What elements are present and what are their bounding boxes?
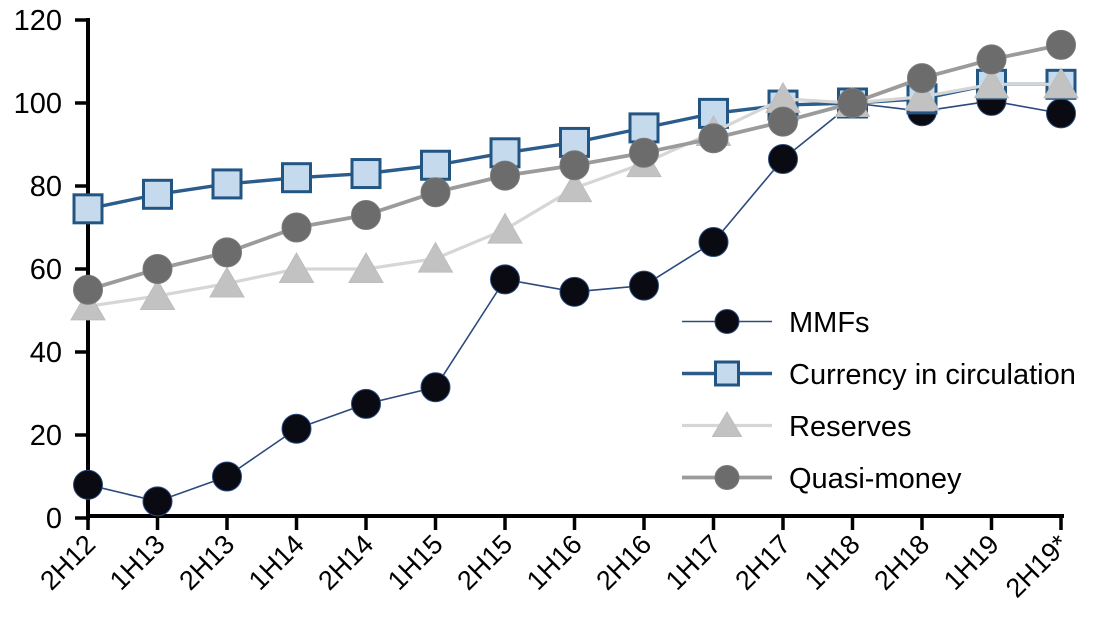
x-axis-tick-label: 1H14 — [243, 529, 310, 596]
series-reserves-marker — [70, 289, 106, 321]
series-quasi-money-marker — [212, 237, 242, 268]
legend-label-reserves: Reserves — [789, 411, 912, 443]
x-axis-tick-label: 2H12 — [34, 529, 101, 596]
series-quasi-money-marker — [351, 200, 381, 231]
reserves-line-marker-icon — [680, 408, 774, 448]
series-mmfs-marker — [142, 486, 173, 517]
series-mmfs-marker — [698, 227, 729, 258]
y-axis-tick-label: 100 — [14, 88, 62, 120]
series-reserves-marker — [139, 278, 176, 310]
legend-label-mmfs: MMFs — [789, 307, 870, 339]
series-quasi-money-marker — [698, 123, 729, 154]
series-quasi-money-marker — [837, 88, 868, 118]
y-axis-tick-label: 0 — [46, 503, 62, 535]
y-axis-tick-label: 80 — [30, 171, 62, 203]
y-axis-tick-label: 20 — [30, 420, 62, 452]
mmfs-line-marker-icon — [680, 304, 774, 344]
legend-item-reserves: Reserves — [680, 410, 1076, 445]
series-currency-in-circulation-marker — [420, 149, 451, 181]
series-reserves-marker — [278, 251, 315, 283]
x-axis-tick-label: 1H19 — [938, 529, 1005, 596]
y-axis-tick-label: 40 — [30, 337, 62, 369]
series-mmfs-marker — [629, 270, 659, 301]
series-quasi-money-marker — [490, 160, 520, 191]
series-mmfs-marker — [212, 461, 242, 492]
series-quasi-money-marker — [629, 137, 659, 168]
x-axis-tick-label: 1H15 — [382, 529, 449, 596]
series-reserves-marker — [1043, 67, 1079, 99]
series-quasi-money-marker — [907, 63, 937, 94]
series-currency-in-circulation-marker — [281, 162, 312, 194]
x-axis-tick-label: 2H17 — [729, 529, 796, 596]
legend-marker — [714, 308, 740, 334]
legend-item-quasi-money: Quasi-money — [680, 462, 1076, 497]
legend-label-currency-in-circulation: Currency in circulation — [789, 359, 1076, 391]
series-mmfs-marker — [559, 276, 590, 307]
series-reserves-marker — [417, 241, 454, 273]
series-reserves-marker — [904, 79, 940, 111]
series-quasi-money-marker — [420, 177, 451, 208]
series-quasi-money-marker — [976, 44, 1007, 75]
series-mmfs-marker — [73, 469, 103, 500]
series-quasi-money-marker — [1046, 29, 1076, 60]
legend-item-currency-in-circulation: Currency in circulation — [680, 358, 1076, 393]
x-axis-tick-label: 2H13 — [173, 529, 240, 596]
series-quasi-money-marker — [281, 212, 312, 243]
series-currency-in-circulation-marker — [350, 158, 382, 190]
x-axis-tick-label: 1H13 — [104, 529, 171, 596]
x-axis-tick-label: 2H16 — [590, 529, 657, 596]
currency-line-marker-icon — [682, 360, 772, 386]
series-quasi-money-marker — [73, 274, 103, 305]
x-axis-tick-label: 2H15 — [451, 529, 518, 596]
y-axis-tick-label: 120 — [14, 5, 62, 37]
series-reserves-marker — [556, 171, 593, 203]
x-axis-tick-label: 1H18 — [799, 529, 866, 596]
x-axis-tick-label: 2H19* — [1000, 529, 1075, 604]
series-reserves-marker — [487, 212, 523, 244]
series-mmfs-marker — [351, 388, 381, 419]
quasi-money-line-marker-icon — [682, 464, 772, 490]
x-axis-tick-label: 1H16 — [521, 529, 588, 596]
series-currency-in-circulation-marker — [72, 193, 104, 225]
series-currency-in-circulation-marker — [628, 112, 660, 144]
series-reserves-marker — [209, 266, 245, 298]
x-axis-tick-label: 1H17 — [660, 529, 727, 596]
chart-legend: MMFs Currency in circulation Reserves Qu… — [680, 306, 1076, 497]
legend-marker — [711, 410, 743, 437]
series-currency-in-circulation-marker — [489, 137, 521, 169]
reserves-line-marker-icon — [682, 410, 772, 437]
x-axis-tick-label: 2H14 — [312, 529, 379, 596]
series-mmfs-marker — [420, 372, 451, 403]
series-mmfs-marker — [490, 264, 520, 295]
legend-item-mmfs: MMFs — [680, 306, 1076, 341]
series-reserves-marker — [973, 67, 1010, 99]
y-axis-tick-label: 60 — [30, 254, 62, 286]
legend-label-quasi-money: Quasi-money — [789, 463, 962, 495]
currency-line-marker-icon — [680, 356, 774, 396]
series-reserves-marker — [348, 251, 384, 283]
quasi-money-line-marker-icon — [680, 460, 774, 500]
series-quasi-money-marker — [559, 150, 590, 181]
series-quasi-money-marker — [768, 106, 798, 137]
legend-marker — [714, 360, 740, 386]
series-mmfs-marker — [281, 413, 312, 444]
series-currency-in-circulation-marker — [142, 178, 173, 210]
series-quasi-money-marker — [142, 254, 173, 284]
series-currency-in-circulation-marker — [211, 168, 243, 200]
x-axis-tick-label: 2H18 — [868, 529, 935, 596]
legend-marker — [714, 464, 740, 490]
mmfs-line-marker-icon — [682, 308, 772, 334]
series-mmfs-marker — [1046, 98, 1076, 129]
series-mmfs-marker — [768, 144, 798, 175]
